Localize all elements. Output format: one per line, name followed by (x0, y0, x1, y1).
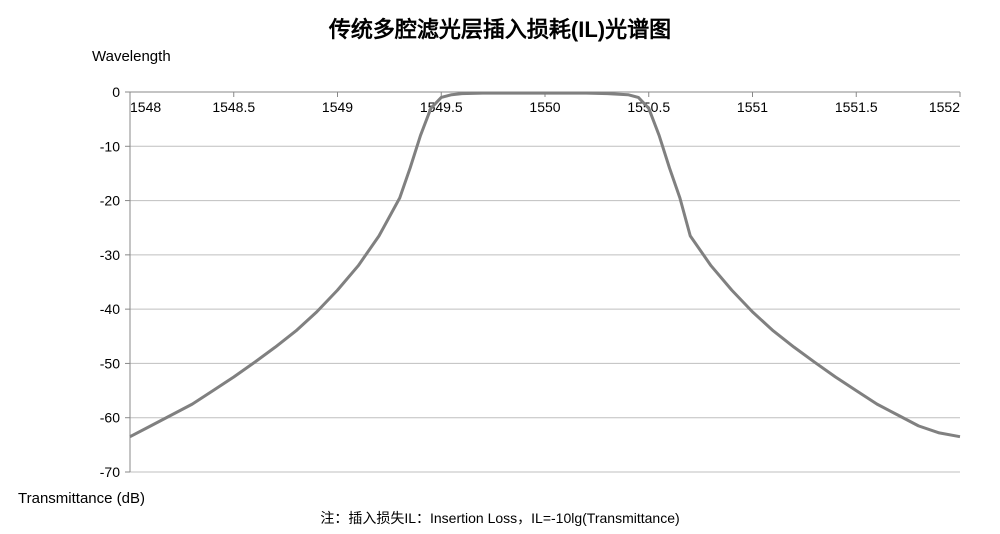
y-tick-label: -50 (100, 355, 120, 371)
x-tick-label: 1552 (929, 99, 960, 115)
y-tick-label: -60 (100, 410, 120, 426)
series-line (130, 93, 960, 437)
x-tick-label: 1551.5 (835, 99, 878, 115)
y-tick-label: -40 (100, 301, 120, 317)
axis-label-transmittance: Transmittance (dB) (18, 490, 145, 507)
x-tick-label: 1550 (529, 99, 560, 115)
x-tick-label: 1548 (130, 99, 161, 115)
x-tick-label: 1549 (322, 99, 353, 115)
y-tick-label: -10 (100, 138, 120, 154)
y-tick-label: -70 (100, 464, 120, 480)
chart-title: 传统多腔滤光层插入损耗(IL)光谱图 (0, 12, 1000, 44)
axis-label-wavelength: Wavelength (92, 48, 171, 65)
chart-container: 传统多腔滤光层插入损耗(IL)光谱图 Wavelength Transmitta… (0, 0, 1000, 534)
y-tick-label: -20 (100, 193, 120, 209)
chart-plot: 15481548.515491549.515501550.515511551.5… (90, 70, 970, 490)
y-tick-label: -30 (100, 247, 120, 263)
x-tick-label: 1548.5 (212, 99, 255, 115)
x-tick-label: 1549.5 (420, 99, 463, 115)
y-tick-label: 0 (112, 84, 120, 100)
chart-footnote: 注：插入损失IL：Insertion Loss，IL=-10lg(Transmi… (0, 508, 1000, 528)
x-tick-label: 1551 (737, 99, 768, 115)
